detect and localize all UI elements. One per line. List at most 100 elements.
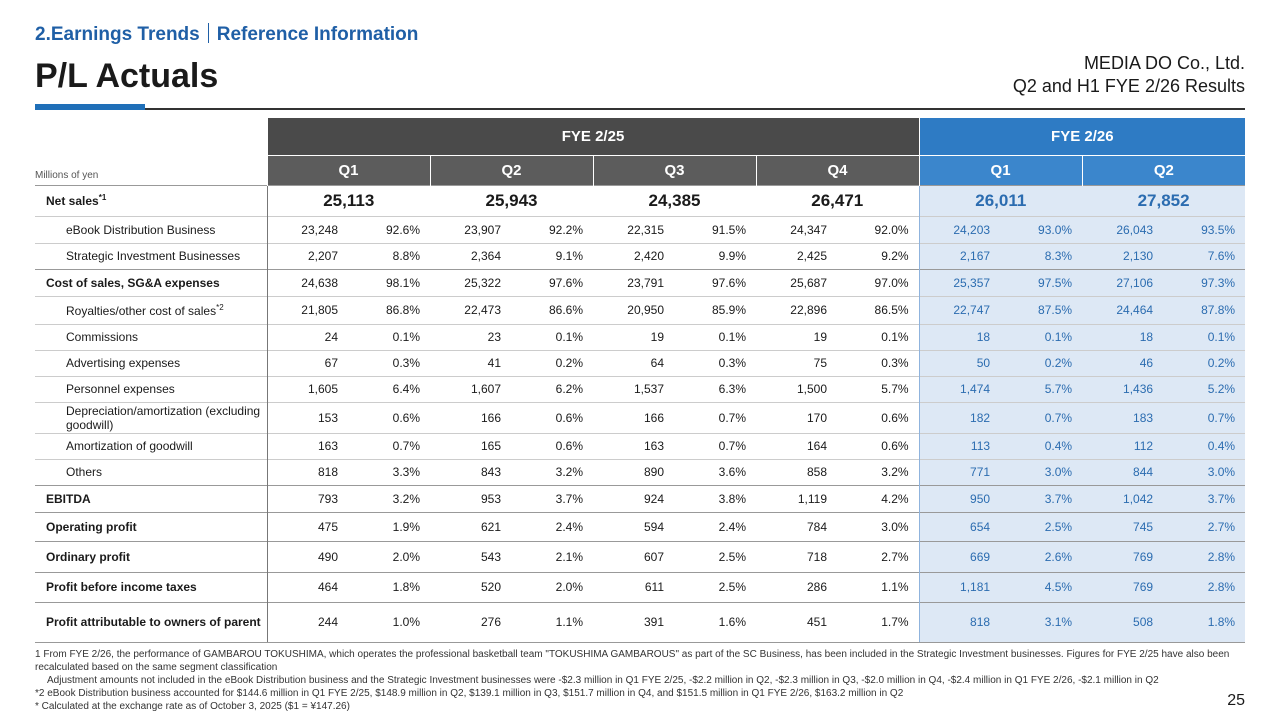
value-cell: 1,605 (266, 375, 345, 402)
ratio-cell: 2.6% (997, 540, 1083, 572)
value-cell: 1,181 (918, 571, 998, 602)
ratio-cell: 91.5% (671, 215, 756, 243)
value-cell: 24,385 (593, 184, 756, 216)
ratio-cell: 0.6% (345, 401, 430, 433)
ratio-cell: 2.4% (671, 511, 756, 541)
value-cell: 924 (593, 484, 671, 512)
ratio-cell: 3.3% (345, 458, 430, 485)
label: Strategic Investment Businesses (66, 249, 241, 263)
sub-row: Commissions 24 0.1% 23 0.1% 19 0.1% 19 0.1% 18 0.1… (35, 323, 1246, 350)
value-cell: 818 (918, 601, 998, 643)
ratio-cell: 1.1% (834, 571, 920, 602)
ratio-cell: 4.5% (997, 571, 1083, 602)
value-cell: 858 (756, 458, 834, 485)
label: Personnel expenses (66, 382, 175, 396)
value-cell: 25,357 (918, 268, 998, 296)
ratio-cell: 1.6% (671, 601, 756, 643)
value-cell: 75 (756, 349, 834, 376)
value-cell: 490 (266, 540, 345, 572)
value-cell: 166 (593, 401, 671, 433)
label: Cost of sales, SG&A expenses (46, 275, 220, 290)
note-mark: *1 (98, 193, 107, 202)
footnote: *2 eBook Distribution business accounted… (35, 688, 904, 699)
ratio-cell: 8.8% (345, 242, 430, 269)
value-cell: 1,436 (1082, 375, 1161, 402)
pl-table: FYE 2/25 FYE 2/26 Millions of yen Q1 Q2 Q3 Q4 Q… (35, 118, 1246, 643)
ratio-cell: 1.8% (345, 571, 430, 602)
ratio-cell: 97.3% (1160, 268, 1246, 296)
value-cell: 23 (430, 323, 508, 350)
value-cell: 24 (266, 323, 345, 350)
value-cell: 25,113 (266, 184, 430, 216)
ratio-cell: 9.9% (671, 242, 756, 269)
value-cell: 170 (756, 401, 834, 433)
value-cell: 50 (918, 349, 998, 376)
sub-row: Strategic Investment Businesses 2,207 8.8%… (35, 242, 1246, 269)
row-label: Cost of sales, SG&A expenses (35, 268, 267, 296)
value-cell: 26,011 (918, 184, 1083, 216)
ratio-cell: 2.1% (508, 540, 593, 572)
value-cell: 771 (918, 458, 998, 485)
value-cell: 25,322 (430, 268, 508, 296)
row: Profit attributable to owners of parent 2… (35, 601, 1246, 643)
label: Operating profit (46, 519, 137, 534)
ratio-cell: 2.0% (345, 540, 430, 572)
value-cell: 1,537 (593, 375, 671, 402)
ratio-cell: 2.5% (671, 540, 756, 572)
value-cell: 64 (593, 349, 671, 376)
company-block: MEDIA DO Co., Ltd. Q2 and H1 FYE 2/26 Res… (1013, 52, 1245, 98)
quarter-header: Q1 (918, 154, 1083, 185)
ratio-cell: 5.7% (997, 375, 1083, 402)
ratio-cell: 0.1% (671, 323, 756, 350)
ratio-cell: 93.0% (997, 215, 1083, 243)
ratio-cell: 4.2% (834, 484, 920, 512)
value-cell: 19 (593, 323, 671, 350)
value-cell: 24,464 (1082, 295, 1161, 324)
row-label: Commissions (35, 323, 267, 350)
value-cell: 27,852 (1082, 184, 1246, 216)
value-cell: 543 (430, 540, 508, 572)
value-cell: 41 (430, 349, 508, 376)
company: MEDIA DO Co., Ltd. (1083, 53, 1245, 73)
ratio-cell: 2.7% (834, 540, 920, 572)
value-cell: 25,687 (756, 268, 834, 296)
ratio-cell: 86.6% (508, 295, 593, 324)
value-cell: 1,500 (756, 375, 834, 402)
value-cell: 953 (430, 484, 508, 512)
ratio-cell: 0.6% (834, 401, 920, 433)
row: Cost of sales, SG&A expenses 24,638 98.1% 2… (35, 268, 1246, 296)
sub-row: Personnel expenses 1,605 6.4% 1,607 6.2% 1,53… (35, 375, 1246, 402)
ratio-cell: 0.1% (345, 323, 430, 350)
label: Profit attributable to owners of parent (46, 615, 261, 629)
value-cell: 183 (1082, 401, 1161, 433)
page-number: 25 (1227, 692, 1245, 709)
value-cell: 1,042 (1082, 484, 1161, 512)
value-cell: 2,207 (266, 242, 345, 269)
note-mark: *2 (216, 302, 224, 312)
sub-row: Depreciation/amortization (excluding goo… (35, 401, 1246, 433)
value-cell: 607 (593, 540, 671, 572)
report: Q2 and H1 FYE 2/26 Results (1012, 76, 1245, 96)
ratio-cell: 1.7% (834, 601, 920, 643)
label: Profit before income taxes (46, 580, 197, 594)
year-header: FYE 2/26 (918, 118, 1246, 155)
value-cell: 23,248 (266, 215, 345, 243)
ratio-cell: 6.3% (671, 375, 756, 402)
value-cell: 2,425 (756, 242, 834, 269)
label: eBook Distribution Business (66, 222, 216, 237)
value-cell: 784 (756, 511, 834, 541)
ratio-cell: 3.2% (834, 458, 920, 485)
value-cell: 890 (593, 458, 671, 485)
ratio-cell: 87.5% (997, 295, 1083, 324)
footnote: * Calculated at the exchange rate as of … (35, 701, 350, 712)
ratio-cell: 2.4% (508, 511, 593, 541)
value-cell: 451 (756, 601, 834, 643)
value-cell: 18 (918, 323, 998, 350)
value-cell: 24,638 (266, 268, 345, 296)
row-label: eBook Distribution Business (35, 215, 267, 243)
ratio-cell: 2.7% (1160, 511, 1246, 541)
value-cell: 475 (266, 511, 345, 541)
ratio-cell: 0.2% (997, 349, 1083, 376)
ratio-cell: 3.0% (1160, 458, 1246, 485)
value-cell: 19 (756, 323, 834, 350)
